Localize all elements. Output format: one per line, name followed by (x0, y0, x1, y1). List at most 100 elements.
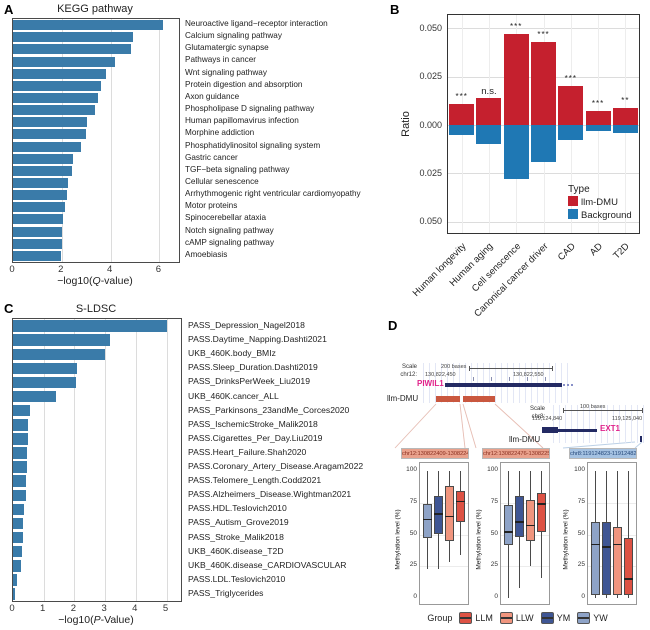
gene-body-extension (563, 384, 573, 386)
significance-label: n.s. (481, 85, 497, 97)
median-LLW (445, 515, 454, 518)
gene-body-piwil1 (445, 383, 562, 387)
bar (13, 376, 76, 389)
bar (13, 226, 62, 237)
y-tick-label: 100 (406, 466, 417, 474)
y-tick-label: 0.025 (419, 71, 442, 82)
x-tick-label: 3 (101, 603, 107, 614)
background-bar (503, 125, 529, 180)
background-bar (558, 125, 584, 141)
category-label: Amoebiasis (185, 249, 228, 259)
x-tick-label: 5 (162, 603, 169, 614)
bar (13, 105, 95, 116)
bar (13, 178, 68, 189)
category-label: PASS.Telomere_Length.Codd2021 (188, 475, 322, 486)
facet-strip: chr12:130822409-130822468 (401, 448, 469, 459)
dmu-region-2 (463, 396, 495, 402)
llm-dmu-swatch (568, 196, 578, 206)
bar (13, 129, 87, 140)
median-LLM (537, 503, 546, 505)
y-tick-label: 0.050 (419, 216, 442, 227)
ruler-scale-label: 100 bases (580, 404, 606, 410)
category-label: Phospholipase D signaling pathway (185, 104, 315, 114)
ruler-end-tick (563, 408, 564, 413)
dmu-region-1 (436, 396, 460, 402)
coordinate-tick (491, 377, 492, 381)
legend-label: llm-DMU (581, 197, 618, 208)
legend-title: Group (427, 613, 453, 623)
significance-label: *** (564, 74, 577, 84)
legend-label: LLW (515, 613, 534, 623)
y-tick-label: 75 (490, 497, 498, 505)
bar (13, 545, 22, 558)
scale-ruler (469, 368, 553, 369)
x-category-label: AD (587, 241, 605, 259)
category-label: Cellular senescence (185, 176, 259, 186)
gene-exon-ext1 (542, 427, 558, 433)
axis-label-italic: P (93, 614, 101, 626)
y-tick-label: 0.000 (419, 119, 442, 130)
dmu-track-label: llm-DMU (387, 394, 419, 403)
background-swatch (568, 209, 578, 219)
significance-label: *** (455, 91, 468, 101)
median-line (541, 617, 553, 619)
bar (13, 334, 110, 346)
background-bar (449, 125, 475, 135)
panel-d-label: D (388, 318, 398, 333)
category-label: Calcium signaling pathway (185, 31, 282, 41)
gridline (588, 566, 636, 568)
bar (13, 489, 26, 501)
bar (13, 404, 30, 417)
llm-dmu-bar (503, 34, 529, 125)
category-label: PASS_Triglycerides (188, 587, 264, 598)
y-tick-label: 25 (577, 561, 585, 569)
background-bar (585, 125, 611, 131)
gridline (61, 19, 63, 262)
y-tick-label: 50 (409, 529, 417, 537)
category-label: cAMP signaling pathway (185, 237, 275, 247)
legend-item-ym: YM (540, 612, 571, 624)
panel-c-label: C (4, 301, 14, 316)
llm-dmu-bar (449, 103, 475, 125)
category-label: PASS.Coronary_Artery_Disease.Aragam2022 (188, 461, 364, 471)
median-LLW (613, 543, 622, 546)
legend-label: YM (556, 613, 571, 623)
category-label: UKB_460K.disease_T2D (188, 545, 284, 556)
category-label: Protein digestion and absorption (185, 79, 303, 89)
bar (13, 560, 21, 572)
category-label: PASS.Sleep_Duration.Dashti2019 (188, 362, 318, 373)
legend-item-background: Background (568, 209, 632, 221)
x-tick-label: 0 (9, 603, 15, 614)
y-tick-label: 100 (574, 466, 585, 474)
bar (13, 433, 29, 445)
significance-label: ** (621, 95, 630, 105)
x-tick-label: 6 (155, 264, 162, 275)
kegg-bar-plot (12, 18, 180, 263)
bar (13, 238, 62, 249)
facet-3: chr8:119124823-119124824 Methylation leve… (561, 448, 637, 608)
whisker-LLM (628, 471, 629, 598)
gridline (420, 502, 468, 504)
bar (13, 214, 64, 225)
ratio-bar-plot: *** n.s. *** *** *** *** ** (447, 14, 640, 234)
gene-label-piwil1: PIWIL1 (417, 379, 444, 388)
boxplot-icon (577, 612, 591, 624)
gridline (501, 534, 549, 536)
box-LLM (624, 538, 633, 596)
bar (13, 141, 82, 152)
legend-label: YW (593, 613, 608, 623)
x-tick-label: 0 (9, 264, 15, 275)
genome-track-chr8: Scale chr8: 100 bases 119,124,840 119,12… (500, 404, 650, 445)
gridline (588, 502, 636, 504)
box-LLM (456, 491, 465, 522)
facet-strip: chr8:119124823-119124824 (569, 448, 637, 459)
bar (13, 517, 24, 530)
category-label: PASS.LDL.Teslovich2010 (188, 573, 286, 584)
bar (13, 165, 72, 176)
y-tick-label: 100 (487, 466, 498, 474)
category-label: PASS.HDL.Teslovich2010 (188, 503, 287, 514)
y-tick-label: 0 (413, 593, 417, 601)
gridline (135, 319, 137, 601)
median-YW (591, 543, 600, 546)
